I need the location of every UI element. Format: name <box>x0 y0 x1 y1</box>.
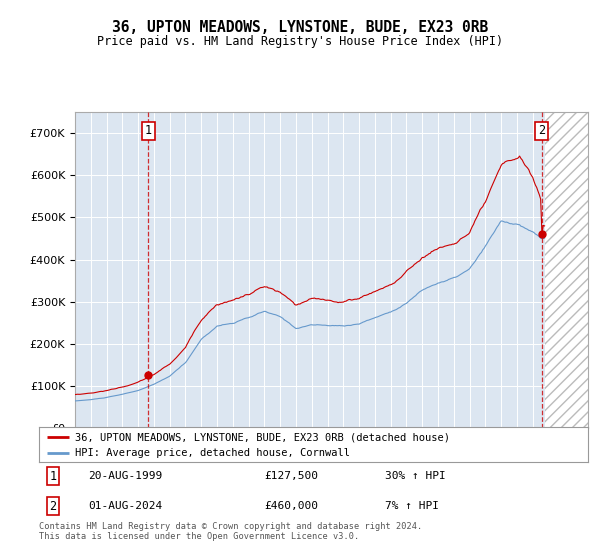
Text: Contains HM Land Registry data © Crown copyright and database right 2024.
This d: Contains HM Land Registry data © Crown c… <box>39 522 422 542</box>
Text: £127,500: £127,500 <box>264 471 318 481</box>
Text: HPI: Average price, detached house, Cornwall: HPI: Average price, detached house, Corn… <box>74 449 350 458</box>
Text: 36, UPTON MEADOWS, LYNSTONE, BUDE, EX23 0RB (detached house): 36, UPTON MEADOWS, LYNSTONE, BUDE, EX23 … <box>74 432 449 442</box>
Text: 36, UPTON MEADOWS, LYNSTONE, BUDE, EX23 0RB: 36, UPTON MEADOWS, LYNSTONE, BUDE, EX23 … <box>112 20 488 35</box>
Text: 1: 1 <box>49 470 56 483</box>
Text: 20-AUG-1999: 20-AUG-1999 <box>88 471 163 481</box>
Text: 1: 1 <box>145 124 152 138</box>
Text: 30% ↑ HPI: 30% ↑ HPI <box>385 471 446 481</box>
Text: 2: 2 <box>49 500 56 512</box>
Text: £460,000: £460,000 <box>264 501 318 511</box>
Text: 7% ↑ HPI: 7% ↑ HPI <box>385 501 439 511</box>
Text: 2: 2 <box>538 124 545 138</box>
Bar <box>545 112 588 428</box>
Text: 01-AUG-2024: 01-AUG-2024 <box>88 501 163 511</box>
Text: Price paid vs. HM Land Registry's House Price Index (HPI): Price paid vs. HM Land Registry's House … <box>97 35 503 48</box>
